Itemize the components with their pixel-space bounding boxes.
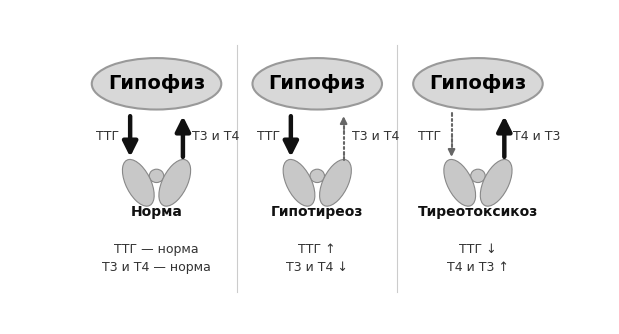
Text: ТТГ ↑: ТТГ ↑ xyxy=(298,243,336,256)
Ellipse shape xyxy=(149,169,164,183)
Text: Норма: Норма xyxy=(131,205,183,219)
Ellipse shape xyxy=(253,58,382,110)
Ellipse shape xyxy=(92,58,222,110)
Text: ТТГ: ТТГ xyxy=(257,130,280,143)
Text: Тиреотоксикоз: Тиреотоксикоз xyxy=(418,205,538,219)
Text: Т3 и Т4 — норма: Т3 и Т4 — норма xyxy=(102,261,211,274)
Ellipse shape xyxy=(470,169,485,183)
Text: ТТГ: ТТГ xyxy=(97,130,119,143)
Text: Т4 и Т3 ↑: Т4 и Т3 ↑ xyxy=(447,261,509,274)
Text: Т3 и Т4 ↓: Т3 и Т4 ↓ xyxy=(287,261,348,274)
Text: Гипофиз: Гипофиз xyxy=(108,74,205,93)
Text: Гипофиз: Гипофиз xyxy=(430,74,527,93)
Ellipse shape xyxy=(283,159,315,206)
Text: Т3 и Т4: Т3 и Т4 xyxy=(191,130,239,143)
Text: Гипофиз: Гипофиз xyxy=(269,74,366,93)
Text: Т3 и Т4: Т3 и Т4 xyxy=(352,130,400,143)
Text: ТТГ: ТТГ xyxy=(418,130,441,143)
Ellipse shape xyxy=(159,159,191,206)
Ellipse shape xyxy=(444,159,475,206)
Text: ТТГ — норма: ТТГ — норма xyxy=(115,243,199,256)
Ellipse shape xyxy=(310,169,324,183)
Text: ТТГ ↓: ТТГ ↓ xyxy=(459,243,497,256)
Ellipse shape xyxy=(413,58,543,110)
Ellipse shape xyxy=(319,159,352,206)
Text: Т4 и Т3: Т4 и Т3 xyxy=(513,130,560,143)
Text: Гипотиреоз: Гипотиреоз xyxy=(271,205,363,219)
Ellipse shape xyxy=(123,159,154,206)
Ellipse shape xyxy=(480,159,512,206)
